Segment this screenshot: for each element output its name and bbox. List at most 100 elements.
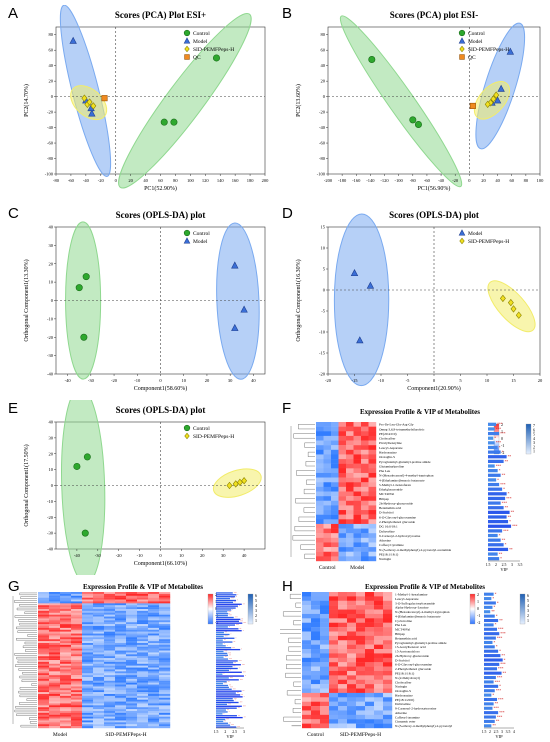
heatmap-cell xyxy=(93,722,105,725)
heatmap-cell xyxy=(38,677,50,680)
vip-tick: 3.5 xyxy=(506,730,511,734)
significance-star: ** xyxy=(225,632,227,634)
heatmap-cell xyxy=(104,641,116,644)
heatmap-cell xyxy=(93,593,105,596)
heatmap-cell xyxy=(311,618,321,623)
model-point xyxy=(183,37,191,44)
heatmap-cell xyxy=(71,680,83,683)
heatmap-cell xyxy=(320,622,330,628)
heatmap-cell xyxy=(383,670,393,676)
vip-tick: 2.5 xyxy=(232,730,237,734)
y-tick-label: 30 xyxy=(49,243,54,248)
heatmap-cell xyxy=(104,592,116,595)
heatmap-cell xyxy=(115,607,127,610)
heatmap-cell xyxy=(368,556,377,562)
significance-star: ** xyxy=(505,506,509,510)
metabolite-label: 9-Carnosyl-2-hydroxytyrosine xyxy=(395,707,437,711)
heatmap-cell xyxy=(338,556,347,562)
heatmap-cell xyxy=(368,445,377,450)
vip-bar xyxy=(484,711,499,715)
heatmap-cell xyxy=(159,680,171,683)
significance-star: ** xyxy=(243,691,245,693)
heatmap-cell xyxy=(338,640,348,645)
vip-bar xyxy=(216,705,242,707)
heatmap-cell xyxy=(126,695,138,698)
heatmap-cell xyxy=(115,722,127,725)
x-tick-label: 160 xyxy=(232,178,240,183)
heatmap-cell xyxy=(104,599,116,602)
heatmap-cell xyxy=(104,612,116,615)
heatmap-cell xyxy=(159,646,171,649)
metabolite-label: Betamethin acid xyxy=(379,506,401,510)
significance-star: *** xyxy=(243,623,246,625)
heatmap-cell xyxy=(104,607,116,610)
heatmap-cell xyxy=(137,673,149,676)
heatmap-cell xyxy=(49,701,61,704)
heatmap-cell xyxy=(137,716,149,719)
sid-point xyxy=(510,305,517,313)
heatmap-cell xyxy=(320,688,330,694)
heatmap-cell xyxy=(93,686,105,689)
heatmap-cell xyxy=(126,592,138,595)
heatmap-cell xyxy=(93,673,105,676)
heatmap-cell xyxy=(353,542,362,548)
heatmap-cell xyxy=(159,633,171,636)
heatmap-cell xyxy=(126,703,138,706)
heatmap-cell xyxy=(361,482,369,488)
significance-star: *** xyxy=(228,653,231,655)
heatmap-cell xyxy=(148,641,160,644)
heatmap-cell xyxy=(49,595,61,598)
heatmap-cell xyxy=(115,656,127,659)
metabolite-label: Naringin xyxy=(379,557,391,561)
significance-star: ** xyxy=(228,681,230,683)
heatmap-cell xyxy=(346,500,354,506)
legend-label: Control xyxy=(468,31,485,37)
heatmap-cell xyxy=(115,711,127,714)
heatmap-cell xyxy=(104,637,116,640)
significance-star: ** xyxy=(244,717,246,719)
heatmap-cell xyxy=(137,643,149,646)
heatmap-cell xyxy=(331,459,339,464)
heatmap-cell xyxy=(148,677,160,680)
y-tick-label: 60 xyxy=(49,48,54,53)
heatmap-cell xyxy=(323,523,332,529)
heatmap-cell xyxy=(320,613,330,619)
heatmap-cell xyxy=(49,658,61,661)
heatmap-cell xyxy=(60,675,72,678)
model-point xyxy=(366,281,375,289)
vip-bar xyxy=(216,720,224,723)
heatmap-cell xyxy=(137,652,149,655)
y-tick-label: -20 xyxy=(47,515,54,520)
vip-scale-tick: 4 xyxy=(527,603,529,608)
dendro-branch xyxy=(285,672,301,678)
heatmap-cell xyxy=(374,644,384,650)
heatmap-cell xyxy=(71,618,83,621)
heatmap-cell xyxy=(49,643,61,646)
heatmap-cell xyxy=(126,633,138,636)
heatmap-cell xyxy=(137,629,149,632)
heatmap-cell xyxy=(49,609,61,612)
vip-bar xyxy=(216,698,233,700)
dendro-branch xyxy=(14,600,37,603)
heatmap-cell xyxy=(365,609,375,615)
heatmap-cell xyxy=(60,703,72,706)
significance-star: ** xyxy=(502,539,506,543)
heatmap-cell xyxy=(93,631,105,634)
heatmap-cell xyxy=(126,661,138,664)
heatmap-cell xyxy=(159,660,171,663)
heatmap-cell xyxy=(60,635,72,638)
heatmap-cell xyxy=(137,665,149,668)
heatmap-cell xyxy=(126,609,138,612)
heatmap-cell xyxy=(49,716,61,719)
heatmap-cell xyxy=(338,684,348,689)
heatmap-cell xyxy=(353,472,362,478)
heatmap-cell xyxy=(311,706,321,711)
heatmap-cell xyxy=(365,692,375,698)
heatmap-cell xyxy=(338,670,348,676)
metabolite-label: Orotaglin-S xyxy=(379,455,395,459)
heatmap-cell xyxy=(126,692,138,695)
heatmap-cell xyxy=(356,697,366,702)
heatmap-cell xyxy=(126,677,138,680)
significance-star: *** xyxy=(506,497,512,501)
heatmap-cell xyxy=(320,609,330,615)
